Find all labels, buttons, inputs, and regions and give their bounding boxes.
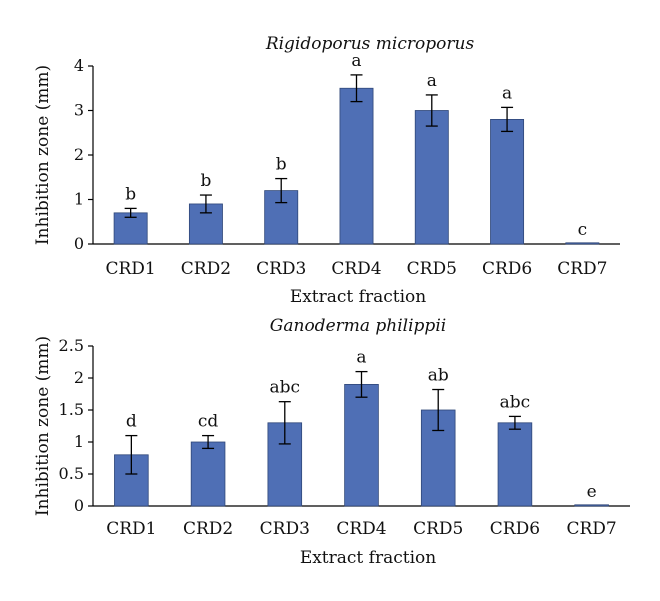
bar (497, 422, 533, 507)
significance-label: a (351, 51, 361, 71)
y-tick-label: 2 (74, 145, 84, 164)
significance-label: b (200, 171, 211, 191)
significance-label: b (276, 155, 287, 175)
x-axis-label: Extract fraction (290, 287, 426, 307)
y-tick-label: 0 (74, 234, 84, 253)
bar (414, 110, 449, 245)
y-tick-label: 0.5 (59, 464, 84, 483)
chart-title: Ganoderma philippii (270, 316, 446, 336)
plot-area: 0 0.5 1 1.5 2 2.5 d CRD1 cd CRD2 abc CRD3 a CRD4 ab CRD… (59, 336, 630, 539)
chart-ganoderma: Ganoderma philippii Inhibition zone (mm)… (33, 316, 630, 568)
y-axis-label: Inhibition zone (mm) (33, 336, 53, 516)
significance-label: d (126, 412, 137, 432)
significance-label: abc (500, 392, 531, 412)
x-tick-label: CRD7 (557, 259, 607, 279)
significance-label: e (587, 482, 597, 502)
y-tick-label: 3 (74, 101, 84, 120)
plot-area: 0 1 2 3 4 b CRD1 b CRD2 b CRD3 a CRD4 a CRD5 a CRD6 c CRD7 (74, 51, 620, 279)
y-axis-label: Inhibition zone (mm) (33, 65, 53, 245)
y-tick-label: 2.5 (59, 336, 84, 355)
significance-label: b (125, 184, 136, 204)
bar (339, 87, 374, 245)
y-tick-label: 2 (74, 368, 84, 387)
x-tick-label: CRD3 (260, 519, 310, 539)
significance-label: cd (198, 412, 219, 432)
x-tick-label: CRD6 (482, 259, 532, 279)
x-tick-label: CRD5 (407, 259, 457, 279)
bar (565, 242, 600, 245)
x-tick-label: CRD6 (490, 519, 540, 539)
x-tick-label: CRD4 (336, 519, 386, 539)
x-tick-label: CRD1 (106, 519, 156, 539)
bar (113, 212, 148, 245)
significance-label: ab (428, 366, 449, 386)
y-tick-label: 1.5 (59, 400, 84, 419)
x-tick-label: CRD7 (567, 519, 617, 539)
y-tick-label: 1 (74, 190, 84, 209)
significance-label: abc (270, 378, 301, 398)
y-tick-label: 4 (74, 56, 84, 75)
bar (190, 441, 226, 507)
significance-label: a (502, 83, 512, 103)
y-tick-label: 1 (74, 432, 84, 451)
y-tick-label: 0 (74, 496, 84, 515)
x-tick-label: CRD5 (413, 519, 463, 539)
significance-label: c (578, 220, 588, 240)
x-tick-label: CRD2 (183, 519, 233, 539)
x-tick-label: CRD3 (256, 259, 306, 279)
significance-label: a (427, 71, 437, 91)
bar (344, 383, 379, 507)
x-tick-label: CRD2 (181, 259, 231, 279)
chart-rigidoporus: Rigidoporus microporus Inhibition zone (… (33, 34, 620, 307)
bar (490, 119, 525, 245)
x-tick-label: CRD4 (331, 259, 381, 279)
x-axis-label: Extract fraction (300, 548, 436, 568)
significance-label: a (356, 348, 366, 368)
chart-title: Rigidoporus microporus (265, 34, 475, 54)
bar (574, 504, 609, 507)
x-tick-label: CRD1 (106, 259, 156, 279)
